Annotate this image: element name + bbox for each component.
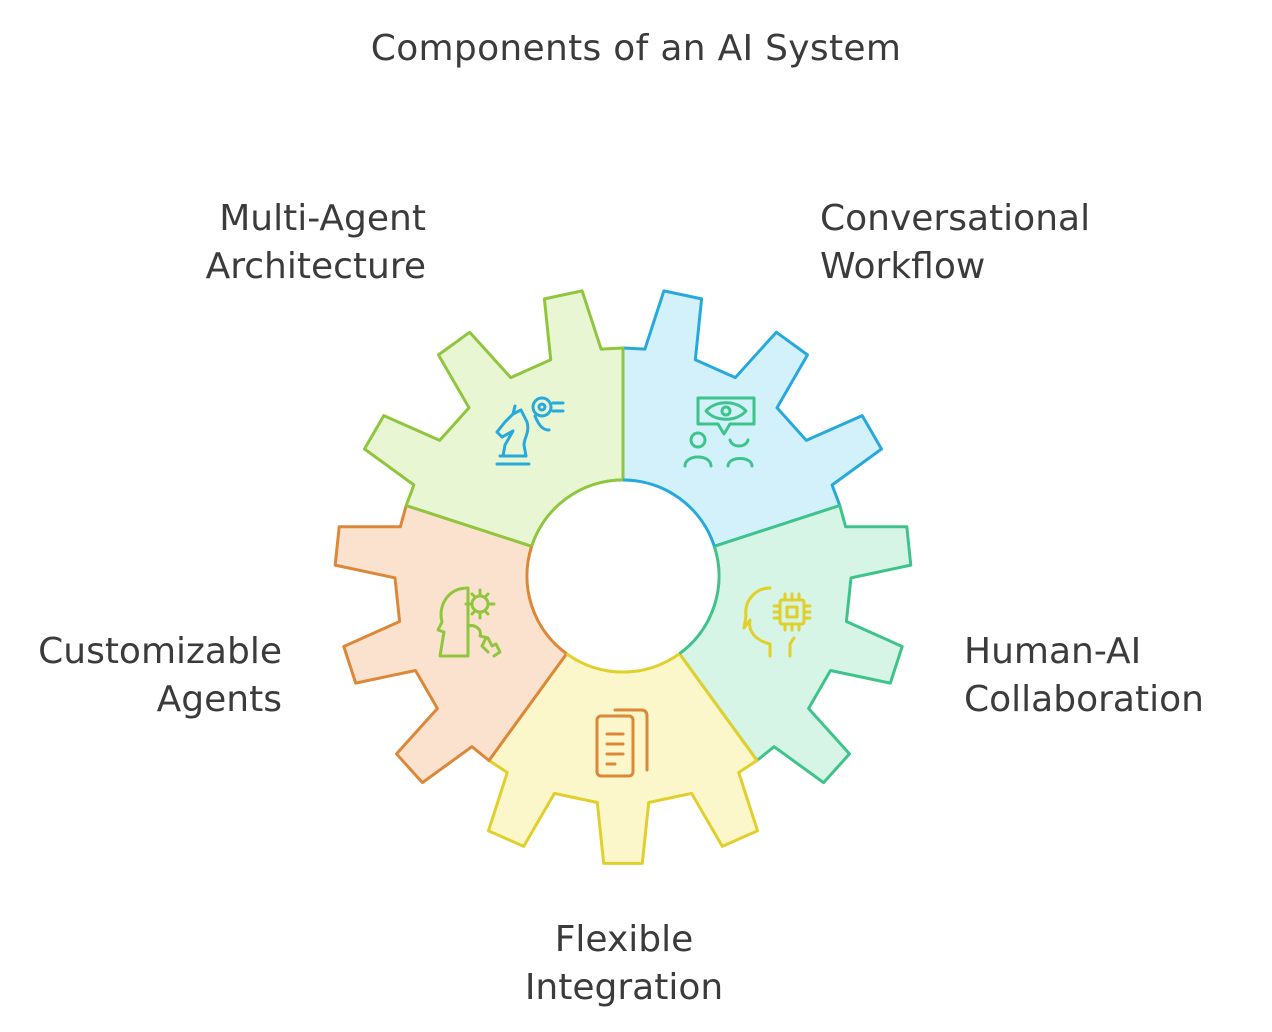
label-line: Collaboration bbox=[964, 679, 1204, 720]
eye-speech-people-icon bbox=[683, 396, 756, 468]
label-line: Workflow bbox=[820, 246, 986, 287]
label-line: Architecture bbox=[205, 246, 426, 287]
label-line: Agents bbox=[156, 679, 282, 720]
chess-knight-icon bbox=[495, 396, 565, 466]
head-gears-icon bbox=[436, 586, 502, 658]
label-line: Customizable bbox=[38, 631, 282, 672]
label-human-ai-collaboration: Human-AI Collaboration bbox=[964, 628, 1204, 724]
label-conversational-workflow: Conversational Workflow bbox=[820, 195, 1090, 291]
hub-arc-human-ai bbox=[565, 652, 681, 674]
label-line: Flexible bbox=[554, 919, 694, 960]
diagram-title: Components of an AI System bbox=[370, 28, 902, 69]
label-flexible-integration: Flexible Integration bbox=[436, 916, 812, 1012]
gear-hub bbox=[527, 480, 719, 672]
head-chip-icon bbox=[742, 586, 812, 658]
hub-arc-conversational bbox=[678, 545, 721, 655]
label-multi-agent-architecture: Multi-Agent Architecture bbox=[206, 195, 426, 291]
label-line: Conversational bbox=[820, 198, 1091, 239]
hub-arc-customizable bbox=[530, 478, 624, 547]
label-line: Integration bbox=[524, 967, 724, 1008]
label-customizable-agents: Customizable Agents bbox=[38, 628, 282, 724]
hub-arc-flexible bbox=[525, 545, 568, 655]
hub-arc-multi-agent bbox=[622, 478, 716, 547]
documents-icon bbox=[595, 708, 649, 778]
label-line: Multi-Agent bbox=[219, 198, 426, 239]
label-line: Human-AI bbox=[964, 631, 1142, 672]
